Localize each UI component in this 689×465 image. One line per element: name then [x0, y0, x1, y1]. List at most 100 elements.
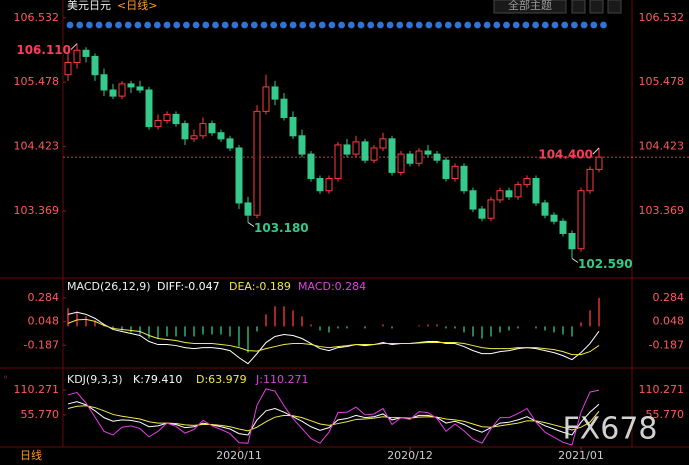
candle-body	[334, 144, 342, 180]
candle-body	[316, 178, 324, 192]
y-tick-label: 103.369	[639, 204, 685, 217]
event-dot	[289, 21, 297, 29]
theme-button[interactable]	[493, 0, 567, 14]
candle-body	[442, 159, 450, 180]
event-dot	[115, 21, 122, 29]
candle-body	[73, 49, 81, 64]
candle-body	[307, 153, 315, 180]
candle-body	[550, 214, 558, 222]
event-dot	[483, 21, 491, 29]
x-tick-label: 2020/11	[216, 449, 262, 462]
candle-body	[568, 232, 576, 250]
event-dot	[212, 21, 219, 29]
x-tick-label: 2020/12	[387, 449, 433, 462]
event-dot	[173, 21, 181, 29]
event-dot	[406, 21, 413, 29]
y-tick-label: 106.532	[14, 11, 60, 24]
candle-body	[541, 202, 549, 216]
y-tick-label: 103.369	[14, 204, 60, 217]
period-footer[interactable]: 日线	[20, 448, 42, 462]
candle-body	[379, 138, 387, 149]
event-dot	[299, 21, 307, 29]
icon-button[interactable]	[607, 0, 622, 14]
panel-title: MACD(26,12,9)	[67, 280, 151, 293]
event-dot	[580, 21, 588, 29]
event-dot	[144, 21, 152, 29]
y-tick-label: 0.048	[653, 315, 685, 328]
candle-body	[478, 208, 486, 219]
y-tick-label: 55.770	[21, 408, 60, 421]
legend-entry: DEA:-0.189	[229, 280, 291, 293]
annotation-label: 104.400	[538, 147, 593, 161]
event-dot	[541, 21, 549, 29]
event-dot	[221, 21, 229, 29]
candle-body	[514, 184, 522, 198]
event-dot	[318, 21, 326, 29]
candle-body	[64, 62, 72, 76]
candle-body	[424, 150, 432, 155]
event-dot	[561, 21, 569, 29]
event-dot	[522, 21, 530, 29]
candle-body	[469, 190, 477, 210]
candle-body	[100, 74, 108, 91]
annotation-leader	[70, 43, 78, 50]
event-dot	[260, 21, 268, 29]
candle-body	[163, 113, 171, 122]
event-dot	[590, 21, 598, 29]
event-dot	[124, 21, 132, 29]
candle-body	[487, 199, 495, 219]
event-dot	[95, 21, 103, 29]
icon-button[interactable]	[589, 0, 604, 14]
event-dot	[396, 21, 404, 29]
candle-body	[505, 190, 513, 198]
legend-entry: K:79.410	[133, 373, 182, 386]
candle-body	[586, 168, 594, 192]
event-dot	[454, 21, 462, 29]
candle-body	[523, 178, 531, 186]
event-dot	[415, 21, 423, 29]
candle-body	[262, 86, 270, 112]
candle-body	[397, 153, 405, 173]
event-dot	[338, 21, 345, 29]
indicator-line	[67, 318, 600, 356]
event-dot	[444, 21, 452, 29]
annotation-leader	[247, 222, 255, 227]
indicator-line	[67, 401, 600, 436]
candle-body	[370, 147, 378, 161]
event-dots	[66, 21, 607, 29]
indicator-line	[67, 311, 600, 365]
y-tick-label: 104.423	[639, 140, 685, 153]
event-dot	[231, 21, 239, 29]
event-dot	[377, 21, 384, 29]
candle-body	[226, 138, 234, 149]
candle-body	[415, 150, 423, 164]
y-tick-label: 0.048	[28, 315, 60, 328]
y-tick-label: -0.187	[649, 338, 684, 351]
event-dot	[435, 21, 442, 29]
event-dot	[571, 21, 578, 29]
candle-body	[343, 144, 351, 155]
candle-body	[118, 83, 126, 97]
event-dot	[250, 21, 258, 29]
icon-button[interactable]	[571, 0, 586, 14]
event-dot	[86, 21, 93, 29]
candle-body	[451, 165, 459, 180]
theme-button-label[interactable]: 全部主题	[508, 0, 552, 12]
settings-icon[interactable]: ◦	[3, 374, 8, 384]
annotation-leader	[571, 258, 579, 263]
candle-body	[406, 153, 414, 164]
event-dot	[105, 21, 113, 29]
indicator-line	[67, 388, 600, 446]
watermark: FX678	[562, 412, 657, 447]
event-dot	[425, 21, 433, 29]
candle-body	[172, 113, 180, 125]
legend-entry: MACD:0.284	[298, 280, 366, 293]
x-tick-label: 2021/01	[558, 449, 604, 462]
event-dot	[280, 21, 287, 29]
event-dot	[386, 21, 394, 29]
event-dot	[153, 21, 161, 29]
event-dot	[163, 21, 171, 29]
candle-body	[127, 83, 135, 88]
period-label[interactable]: <日线>	[117, 0, 157, 12]
